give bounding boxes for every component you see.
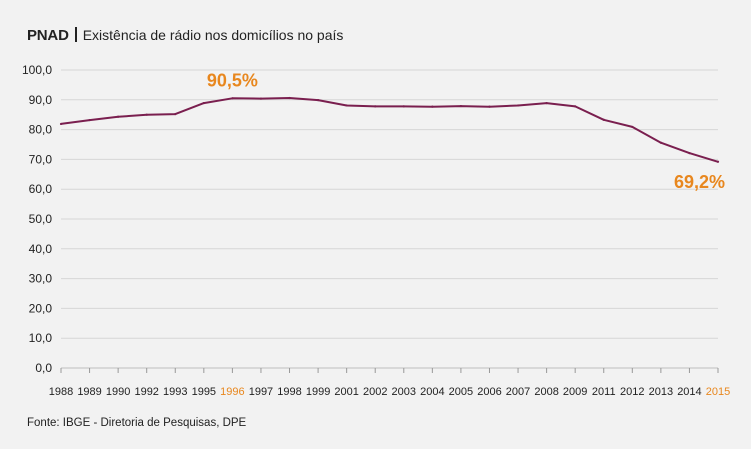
data-point [545, 101, 548, 105]
y-tick-label: 50,0 [29, 212, 53, 226]
data-label: 69,2% [674, 172, 725, 192]
chart-title-source: PNAD [27, 27, 69, 44]
source-note: Fonte: IBGE - Diretoria de Pesquisas, DP… [27, 417, 247, 429]
x-tick-label: 2005 [449, 386, 473, 398]
x-tick-label: 2006 [477, 386, 501, 398]
data-point [716, 160, 720, 163]
y-tick-label: 20,0 [29, 301, 53, 315]
data-point [88, 118, 91, 122]
data-point [631, 125, 634, 129]
y-tick-label: 60,0 [29, 182, 53, 196]
y-tick-label: 40,0 [29, 242, 53, 256]
x-tick-label: 1996 [220, 386, 244, 398]
x-tick-label: 2004 [420, 386, 444, 398]
x-tick-label: 1990 [106, 386, 130, 398]
data-point [345, 104, 348, 107]
y-tick-label: 10,0 [29, 331, 53, 345]
x-tick-label: 2011 [592, 386, 616, 398]
x-tick-label: 1989 [77, 386, 101, 398]
x-tick-label: 2012 [620, 386, 644, 398]
data-point [516, 104, 520, 107]
data-point [259, 97, 263, 100]
data-point [174, 113, 177, 116]
x-tick-label: 2003 [392, 386, 416, 398]
data-point [688, 152, 691, 155]
x-tick-label: 1988 [49, 386, 73, 398]
x-tick-label: 2008 [534, 386, 558, 398]
data-point [602, 118, 605, 121]
data-point [488, 105, 491, 108]
x-tick-label: 1999 [306, 386, 330, 398]
chart-title: PNAD Existência de rádio nos domicílios n… [27, 26, 343, 45]
data-point [459, 104, 463, 108]
data-point [288, 96, 291, 100]
data-point [202, 101, 205, 105]
data-point [231, 97, 234, 100]
y-tick-label: 0,0 [35, 361, 52, 375]
y-tick-label: 70,0 [29, 152, 53, 166]
data-point [145, 113, 148, 116]
data-point [117, 115, 120, 118]
x-tick-label: 2015 [706, 386, 730, 398]
series-line [60, 97, 719, 163]
data-point [659, 141, 662, 144]
x-tick-label: 2009 [563, 386, 587, 398]
x-tick-label: 1997 [249, 386, 273, 398]
title-divider [74, 27, 77, 42]
x-tick-label: 1993 [163, 386, 187, 398]
x-tick-label: 2002 [363, 386, 387, 398]
data-point [402, 105, 405, 108]
data-point [59, 122, 63, 126]
x-tick-label: 1992 [134, 386, 158, 398]
y-tick-label: 90,0 [29, 93, 53, 107]
x-tick-label: 2007 [506, 386, 530, 398]
x-tick-label: 2013 [649, 386, 673, 398]
data-label: 90,5% [207, 70, 258, 90]
data-point [374, 105, 377, 108]
x-tick-label: 2001 [334, 386, 358, 398]
data-point [431, 105, 434, 108]
data-point [574, 105, 577, 108]
x-tick-label: 2014 [677, 386, 701, 398]
chart-subtitle: Existência de rádio nos domicílios no pa… [82, 27, 344, 43]
x-tick-label: 1998 [277, 386, 301, 398]
x-tick-label: 1995 [192, 386, 216, 398]
y-tick-label: 30,0 [29, 272, 53, 286]
y-tick-label: 100,0 [22, 63, 52, 77]
y-tick-label: 80,0 [29, 123, 53, 137]
data-point [316, 98, 320, 102]
